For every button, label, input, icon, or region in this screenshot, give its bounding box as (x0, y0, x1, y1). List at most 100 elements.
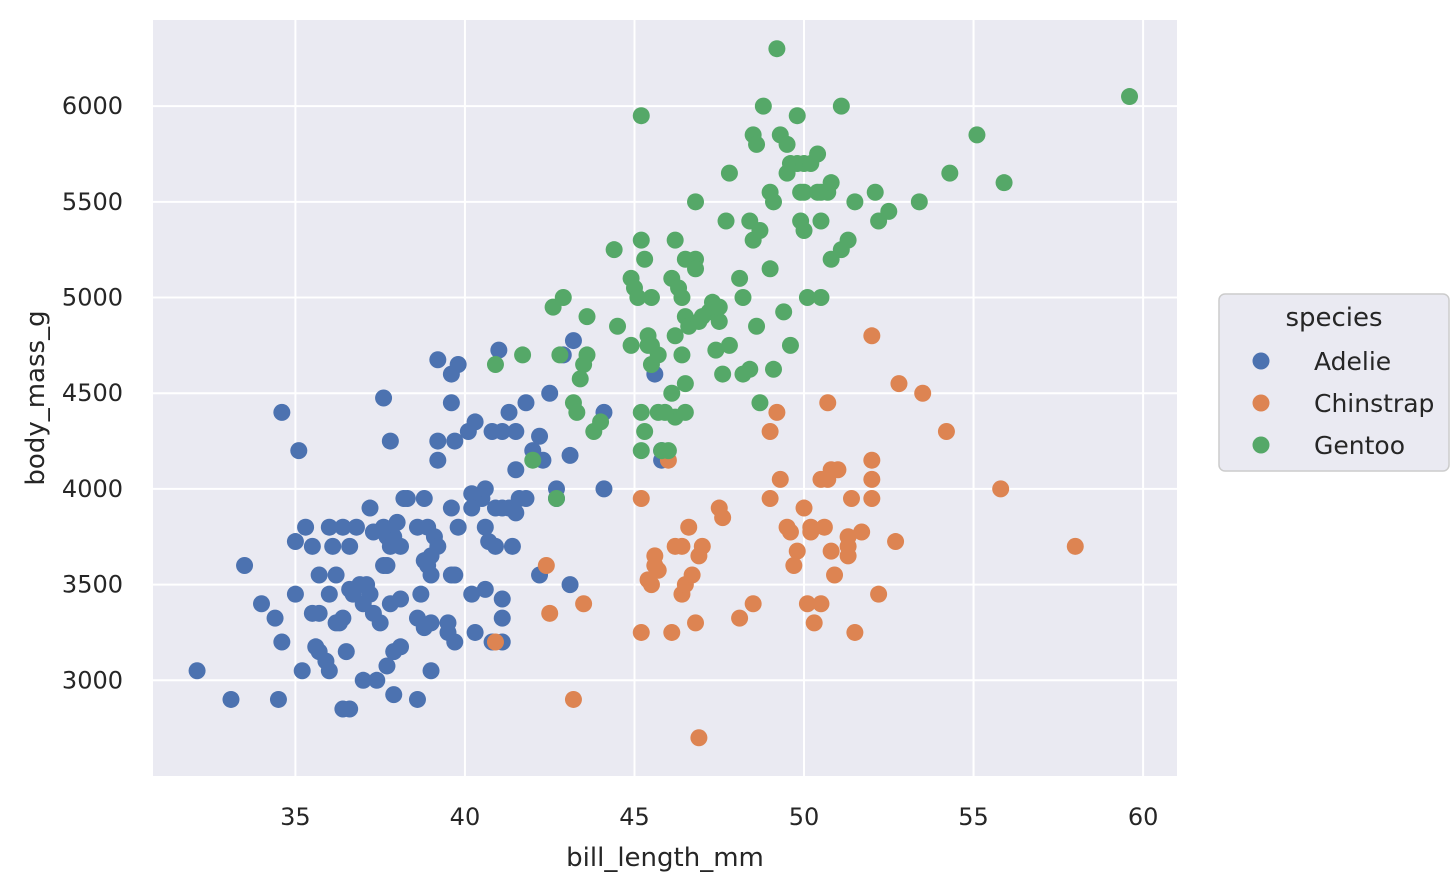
point-chinstrap (683, 566, 701, 584)
point-adelie (375, 518, 393, 536)
point-gentoo (781, 336, 799, 354)
point-adelie (466, 413, 484, 431)
point-adelie (415, 489, 433, 507)
point-adelie (341, 537, 359, 555)
point-adelie (368, 671, 386, 689)
legend-box (1218, 293, 1450, 472)
point-adelie (476, 480, 494, 498)
point-chinstrap (815, 518, 833, 536)
point-adelie (564, 332, 582, 350)
point-chinstrap (785, 556, 803, 574)
point-gentoo (673, 289, 691, 307)
legend-marker-chinstrap (1252, 394, 1270, 412)
point-adelie (595, 480, 613, 498)
point-chinstrap (714, 509, 732, 527)
point-adelie (347, 518, 365, 536)
point-chinstrap (646, 556, 664, 574)
point-adelie (385, 686, 403, 704)
point-gentoo (524, 451, 542, 469)
point-adelie (442, 394, 460, 412)
point-chinstrap (642, 576, 660, 594)
point-gentoo (592, 413, 610, 431)
point-chinstrap (575, 595, 593, 613)
point-gentoo (649, 346, 667, 364)
point-adelie (266, 609, 284, 627)
point-chinstrap (768, 403, 786, 421)
point-gentoo (636, 250, 654, 268)
x-tick-label: 55 (958, 803, 989, 831)
point-adelie (415, 552, 433, 570)
data-points (188, 40, 1139, 747)
point-gentoo (720, 336, 738, 354)
point-adelie (354, 671, 372, 689)
point-adelie (429, 351, 447, 369)
point-chinstrap (802, 518, 820, 536)
point-adelie (517, 394, 535, 412)
legend-label-chinstrap: Chinstrap (1314, 389, 1434, 418)
point-chinstrap (839, 528, 857, 546)
point-gentoo (629, 289, 647, 307)
point-gentoo (812, 289, 830, 307)
point-adelie (493, 590, 511, 608)
point-chinstrap (870, 585, 888, 603)
point-chinstrap (761, 489, 779, 507)
point-gentoo (676, 403, 694, 421)
point-chinstrap (887, 533, 905, 551)
y-tick-label: 6000 (62, 92, 123, 120)
point-gentoo (1121, 88, 1139, 106)
point-gentoo (656, 403, 674, 421)
point-chinstrap (680, 518, 698, 536)
point-adelie (286, 585, 304, 603)
point-chinstrap (564, 690, 582, 708)
point-gentoo (731, 269, 749, 287)
point-adelie (375, 389, 393, 407)
point-adelie (507, 461, 525, 479)
point-gentoo (765, 193, 783, 211)
point-gentoo (754, 97, 772, 115)
point-adelie (303, 604, 321, 622)
point-chinstrap (795, 499, 813, 517)
point-gentoo (578, 308, 596, 326)
point-adelie (320, 585, 338, 603)
point-adelie (408, 690, 426, 708)
point-gentoo (687, 193, 705, 211)
point-gentoo (866, 183, 884, 201)
point-gentoo (995, 174, 1013, 192)
point-gentoo (609, 317, 627, 335)
point-chinstrap (822, 542, 840, 560)
point-chinstrap (853, 523, 871, 541)
point-gentoo (632, 442, 650, 460)
point-gentoo (846, 193, 864, 211)
point-adelie (561, 446, 579, 464)
point-gentoo (822, 174, 840, 192)
point-chinstrap (771, 470, 789, 488)
point-adelie (381, 432, 399, 450)
point-adelie (269, 690, 287, 708)
point-adelie (392, 638, 410, 656)
point-gentoo (568, 403, 586, 421)
point-adelie (324, 537, 342, 555)
point-gentoo (795, 222, 813, 240)
point-gentoo (741, 360, 759, 378)
point-gentoo (761, 260, 779, 278)
point-chinstrap (781, 523, 799, 541)
point-adelie (290, 442, 308, 460)
x-axis-label: bill_length_mm (566, 843, 764, 873)
point-chinstrap (788, 542, 806, 560)
point-adelie (337, 643, 355, 661)
point-adelie (392, 537, 410, 555)
point-gentoo (765, 360, 783, 378)
point-adelie (253, 595, 271, 613)
point-adelie (446, 633, 464, 651)
point-gentoo (778, 135, 796, 153)
point-gentoo (622, 336, 640, 354)
point-chinstrap (761, 422, 779, 440)
point-chinstrap (663, 623, 681, 641)
point-gentoo (968, 126, 986, 144)
y-axis-label: body_mass_g (21, 310, 51, 485)
point-adelie (486, 537, 504, 555)
point-gentoo (768, 40, 786, 58)
point-chinstrap (863, 489, 881, 507)
point-adelie (422, 614, 440, 632)
